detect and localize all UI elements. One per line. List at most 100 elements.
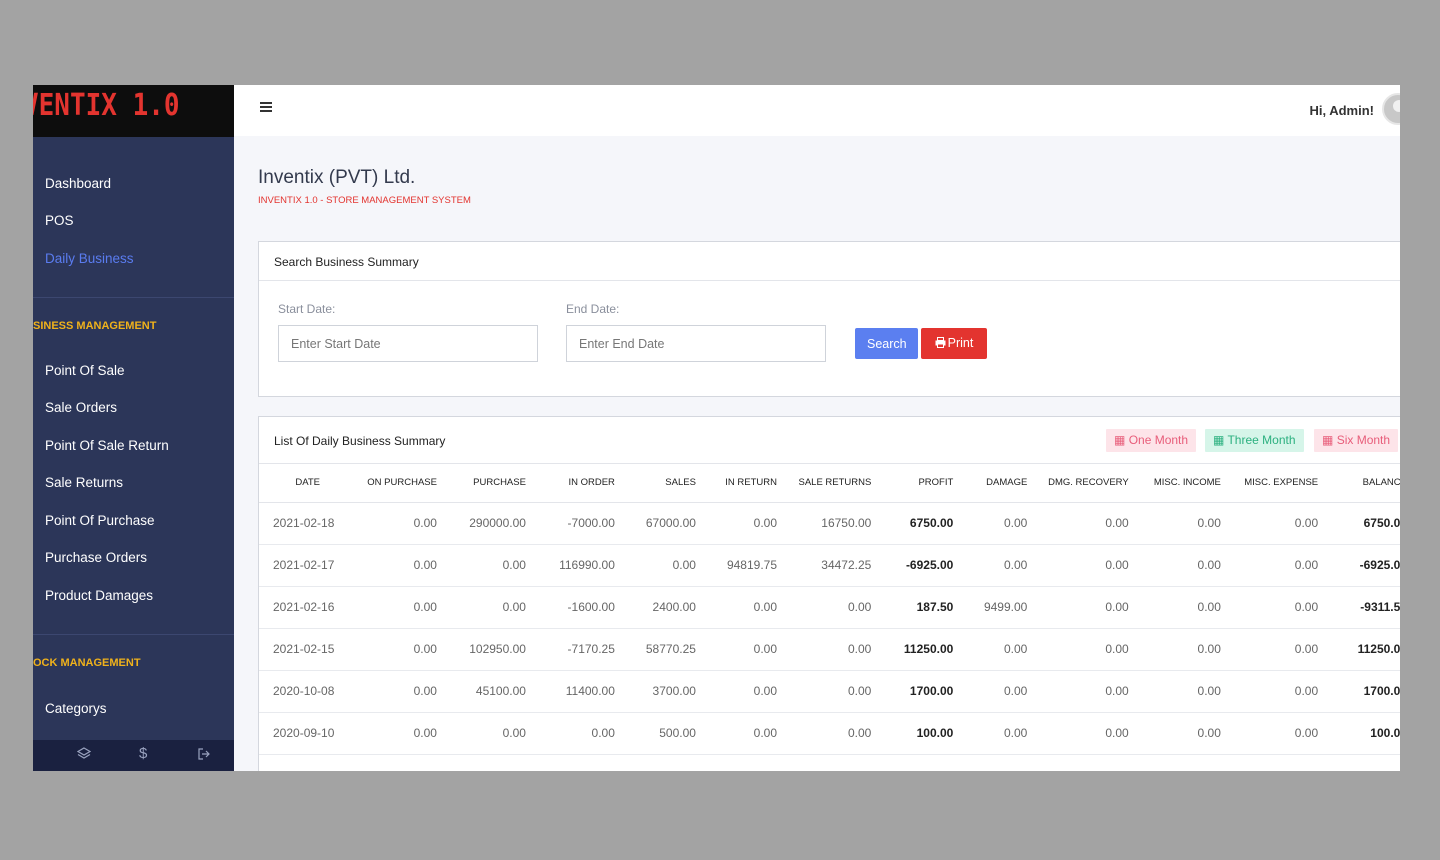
column-header[interactable]: SALE RETURNS [777,464,872,503]
table-cell: 6750.00 [871,502,954,545]
sidebar-item-dashboard[interactable]: Dashboard [45,176,112,191]
table-cell: 0.00 [777,670,872,713]
print-button[interactable]: Print [921,328,987,359]
search-card: Search Business Summary Start Date: End … [258,241,1400,397]
table-cell: 0.00 [525,712,615,755]
sidebar-item-product-damages[interactable]: Product Damages [45,588,154,603]
table-cell: 0.00 [1128,712,1221,755]
layers-icon[interactable] [76,747,92,764]
sidebar-footer: $ [33,740,234,771]
table-cell: 0.00 [356,544,437,587]
logout-icon[interactable] [197,747,211,764]
start-date-label: Start Date: [278,302,336,316]
table-cell: 0.00 [1220,670,1319,713]
table-cell: 0.00 [695,502,778,545]
brand-logo[interactable]: VENTIX 1.0 [33,85,234,137]
table-cell: 11250.00 [871,628,954,671]
calendar-icon: ▦ [1114,433,1126,447]
table-cell: 0.00 [1027,502,1129,545]
table-cell: 58770.25 [614,628,696,671]
sidebar-item-pos[interactable]: POS [45,213,74,228]
start-date-input[interactable] [278,325,538,362]
table-cell: 9499.00 [953,586,1028,629]
table-cell: 2021-02-18 [259,502,357,545]
table-cell: 0.00 [1128,670,1221,713]
table-cell: 0.00 [614,544,696,587]
table-cell: 0.00 [1027,670,1129,713]
sidebar-item-point-of-purchase[interactable]: Point Of Purchase [45,513,155,528]
table-cell: 1700.00 [871,670,954,713]
table-cell: 0.00 [1220,712,1319,755]
search-button[interactable]: Search [855,328,918,359]
sidebar-item-sale-orders[interactable]: Sale Orders [45,400,118,415]
user-avatar[interactable] [1382,93,1400,125]
table-cell: 2400.00 [614,586,696,629]
table-cell: 116990.00 [525,544,615,587]
menu-toggle-icon[interactable] [260,102,272,112]
table-header-row: DATE ON PURCHASE PURCHASE IN ORDER SALES IN R… [259,464,1400,503]
sidebar-item-sale-returns[interactable]: Sale Returns [45,475,124,490]
table-cell: 0.00 [1027,586,1129,629]
table-cell: 0.00 [356,502,437,545]
sidebar-item-point-of-sale-return[interactable]: Point Of Sale Return [45,438,169,453]
table-cell: 0.00 [436,712,526,755]
table-cell: 0.00 [695,670,778,713]
table-cell: 0.00 [953,628,1028,671]
table-cell: -6925.00 [1318,544,1400,587]
table-cell: 0.00 [953,544,1028,587]
dollar-icon[interactable]: $ [139,745,148,762]
search-card-title: Search Business Summary [274,255,419,269]
column-header[interactable]: DATE [259,464,357,503]
column-header[interactable]: PROFIT [871,464,954,503]
table-cell: 0.00 [356,712,437,755]
table-row: 2021-02-16 0.00 0.00 -1600.00 2400.00 0.00 0.0… [259,586,1400,629]
column-header[interactable]: MISC. INCOME [1128,464,1221,503]
table-cell: 0.00 [777,586,872,629]
table-cell: 45100.00 [436,670,526,713]
calendar-icon: ▦ [1213,433,1225,447]
column-header[interactable]: MISC. EXPENSE [1220,464,1319,503]
end-date-input[interactable] [566,325,826,362]
summary-table-card: List Of Daily Business Summary ▦ One Mon… [258,416,1400,771]
table-cell: 3700.00 [614,670,696,713]
column-header[interactable]: IN ORDER [525,464,615,503]
column-header[interactable]: PURCHASE [436,464,526,503]
three-month-button[interactable]: ▦ Three Month [1205,429,1304,452]
sidebar-section-business: SINESS MANAGEMENT [33,320,157,332]
table-cell: 0.00 [436,586,526,629]
table-cell: 2021-02-16 [259,586,357,629]
table-cell: 0.00 [695,628,778,671]
table-cell: 2021-02-15 [259,628,357,671]
column-header[interactable]: DMG. RECOVERY [1027,464,1129,503]
column-header[interactable]: BALANCE [1318,464,1400,503]
column-header[interactable]: ON PURCHASE [356,464,437,503]
six-month-button[interactable]: ▦ Six Month [1314,429,1399,452]
table-cell: 0.00 [1128,502,1221,545]
table-cell: 0.00 [1220,502,1319,545]
column-header[interactable]: SALES [614,464,696,503]
calendar-icon: ▦ [1322,433,1334,447]
table-cell: 0.00 [436,544,526,587]
sidebar-item-purchase-orders[interactable]: Purchase Orders [45,550,148,565]
table-cell: 100.00 [871,712,954,755]
one-month-button[interactable]: ▦ One Month [1106,429,1197,452]
sidebar-item-point-of-sale[interactable]: Point Of Sale [45,363,125,378]
card-divider [259,280,1400,281]
table-cell: 187.50 [871,586,954,629]
table-row: 2021-02-17 0.00 0.00 116990.00 0.00 94819.75 3… [259,544,1400,587]
table-cell: 0.00 [695,586,778,629]
table-cell: 2021-02-17 [259,544,357,587]
table-cell: -7000.00 [525,502,615,545]
sidebar-divider [33,634,234,635]
user-greeting: Hi, Admin! [1309,103,1374,118]
table-cell: 67000.00 [614,502,696,545]
table-cell: 1700.00 [1318,670,1400,713]
card-divider [259,463,1400,464]
table-cell: 0.00 [1128,586,1221,629]
column-header[interactable]: DAMAGE [953,464,1028,503]
table-cell: 0.00 [1220,628,1319,671]
sidebar-item-daily-business[interactable]: Daily Business [45,251,134,266]
table-row: 2020-09-10 0.00 0.00 0.00 500.00 0.00 0.00 100.… [259,712,1400,755]
column-header[interactable]: IN RETURN [695,464,778,503]
sidebar-item-categorys[interactable]: Categorys [45,701,107,716]
